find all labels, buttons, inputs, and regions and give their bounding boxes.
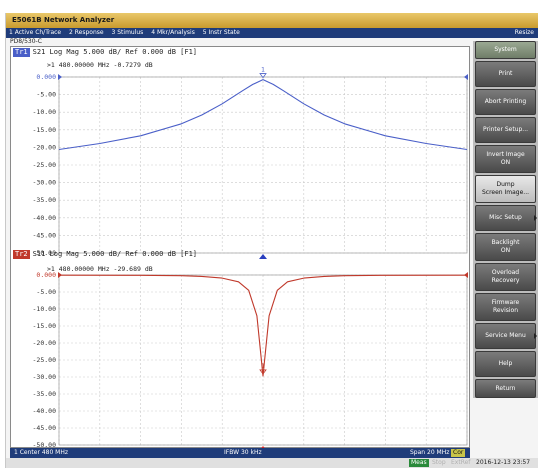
y-tick-label: -10.00: [33, 108, 57, 116]
softkey-firmware-label: Firmware: [491, 299, 520, 306]
trace-line: [58, 274, 468, 377]
y-tick-label: -20.00: [33, 339, 57, 347]
trace-line: [58, 79, 468, 151]
y-tick-label: -40.00: [33, 214, 57, 222]
cor-indicator: Cor: [451, 449, 466, 457]
softkey-system-label: System: [494, 46, 517, 53]
date-time: 2016-12-13 23:57: [476, 459, 531, 466]
meas-indicator: Meas: [409, 459, 429, 467]
softkey-backlight-label: Backlight: [491, 239, 520, 246]
graph-frame: [58, 274, 468, 446]
submenu-arrow-icon: [534, 333, 537, 339]
trace2-marker-readout: >1 480.00000 MHz -29.689 dB: [47, 265, 153, 273]
menu-stimulus[interactable]: 3 Stimulus: [111, 29, 144, 36]
trace-graphs: 0.000 -5.00 -10.00 -15.00 -20.00 -25.00 -30.00…: [33, 67, 468, 449]
softkey-overload-label: Overload: [491, 269, 520, 276]
softkey-service-menu[interactable]: Service Menu: [475, 323, 537, 349]
marker-icon: [259, 369, 267, 375]
y-tick-label: -25.00: [33, 161, 57, 169]
y-tick-label: 0.000: [36, 271, 56, 279]
y-tick-label: -45.00: [33, 424, 57, 432]
bottom-status-bar: Meas Stop ExtRef 2016-12-13 23:57: [6, 458, 538, 468]
extref-indicator: ExtRef: [451, 459, 471, 466]
trace-display: 0.000 -5.00 -10.00 -15.00 -20.00 -25.00 -30.00…: [10, 46, 470, 449]
y-tick-label: -35.00: [33, 390, 57, 398]
y-tick-label: -30.00: [33, 179, 57, 187]
softkey-invert-image[interactable]: Invert Image ON: [475, 145, 536, 173]
softkey-invert-image-label: Invert Image: [486, 151, 525, 158]
softkey-printer-setup[interactable]: Printer Setup...: [475, 117, 536, 143]
resize-button[interactable]: Resize: [514, 29, 534, 36]
softkey-return[interactable]: Return: [475, 379, 536, 398]
y-tick-label: -15.00: [33, 322, 57, 330]
marker-label: 1: [261, 363, 265, 370]
softkey-printer-setup-label: Printer Setup...: [482, 126, 529, 133]
source-label: PD8/530-C: [6, 38, 470, 46]
trace1-marker-readout: >1 480.00000 MHz -0.7279 dB: [47, 61, 153, 69]
y-tick-label: -30.00: [33, 373, 57, 381]
softkey-print-label: Print: [498, 70, 513, 77]
ifbw-value[interactable]: IFBW 30 kHz: [224, 449, 262, 456]
softkey-dump-value: Screen Image...: [481, 189, 530, 196]
y-tick-label: -45.00: [33, 231, 57, 239]
y-tick-label: -10.00: [33, 305, 57, 313]
menu-mkr-analysis[interactable]: 4 Mkr/Analysis: [151, 29, 195, 36]
softkey-firmware-revision[interactable]: Firmware Revision: [475, 293, 536, 321]
marker-icon: [259, 73, 267, 79]
softkey-overload-value: Recovery: [491, 277, 520, 284]
softkey-service-menu-label: Service Menu: [485, 332, 526, 339]
softkey-help[interactable]: Help: [475, 351, 536, 377]
stop-indicator: Stop: [432, 459, 446, 466]
softkey-misc-setup[interactable]: Misc Setup: [475, 205, 537, 231]
trace1-header[interactable]: Tr1 S21 Log Mag 5.000 dB/ Ref 0.000 dB [F…: [13, 48, 197, 57]
y-tick-label: -20.00: [33, 143, 57, 151]
menu-instr-state[interactable]: 5 Instr State: [202, 29, 240, 36]
y-tick-label: -50.00: [33, 249, 57, 257]
softkey-invert-image-value: ON: [500, 159, 511, 166]
y-tick-label: -25.00: [33, 356, 57, 364]
ref-level-left-arrow-icon: [58, 74, 62, 80]
softkey-misc-setup-label: Misc Setup: [489, 214, 522, 221]
stimulus-marker-icon: [259, 254, 267, 259]
y-tick-label: 0.000: [36, 73, 56, 81]
trace2-header[interactable]: Tr2 S11 Log Mag 5.000 dB/ Ref 0.000 dB [F…: [13, 250, 197, 259]
trace2-header-text: S11 Log Mag 5.000 dB/ Ref 0.000 dB [F1]: [32, 250, 198, 258]
span-value[interactable]: Span 20 MHz: [410, 449, 450, 456]
y-tick-label: -15.00: [33, 126, 57, 134]
menu-active-ch-trace[interactable]: 1 Active Ch/Trace: [9, 29, 62, 36]
trace2-badge[interactable]: Tr2: [13, 250, 30, 259]
softkey-dump-screen-image[interactable]: Dump Screen Image...: [475, 175, 536, 203]
y-tick-label: -35.00: [33, 196, 57, 204]
softkey-abort-printing[interactable]: Abort Printing: [475, 89, 536, 115]
menu-response[interactable]: 2 Response: [69, 29, 104, 36]
softkey-backlight-value: ON: [500, 247, 511, 254]
y-tick-label: -50.00: [33, 441, 57, 449]
y-tick-label: -5.00: [36, 288, 56, 296]
status-bar: 1 Center 480 MHz IFBW 30 kHz Span 20 MHz…: [10, 448, 470, 458]
submenu-arrow-icon: [534, 215, 537, 221]
softkey-backlight[interactable]: Backlight ON: [475, 233, 536, 261]
softkey-print[interactable]: Print: [475, 61, 536, 87]
marker-label: 1: [261, 67, 265, 74]
softkey-panel: System Print Abort Printing Printer Setu…: [473, 41, 538, 398]
softkey-abort-printing-label: Abort Printing: [484, 98, 527, 105]
analyzer-window: E5061B Network Analyzer 1 Active Ch/Trac…: [5, 13, 538, 468]
softkey-dump-label: Dump: [496, 181, 515, 188]
softkey-system-title: System: [475, 41, 536, 59]
softkey-overload-recovery[interactable]: Overload Recovery: [475, 263, 536, 291]
ref-level-right-arrow-icon: [464, 74, 468, 80]
softkey-help-label: Help: [498, 360, 513, 367]
center-frequency[interactable]: 1 Center 480 MHz: [14, 449, 69, 456]
window-title: E5061B Network Analyzer: [6, 13, 538, 28]
menu-bar: 1 Active Ch/Trace 2 Response 3 Stimulus …: [6, 28, 538, 38]
softkey-firmware-value: Revision: [492, 307, 519, 314]
y-tick-label: -5.00: [36, 91, 56, 99]
softkey-return-label: Return: [495, 384, 516, 392]
trace1-header-text: S21 Log Mag 5.000 dB/ Ref 0.000 dB [F1]: [32, 48, 198, 56]
y-tick-label: -40.00: [33, 407, 57, 415]
trace1-badge[interactable]: Tr1: [13, 48, 30, 57]
